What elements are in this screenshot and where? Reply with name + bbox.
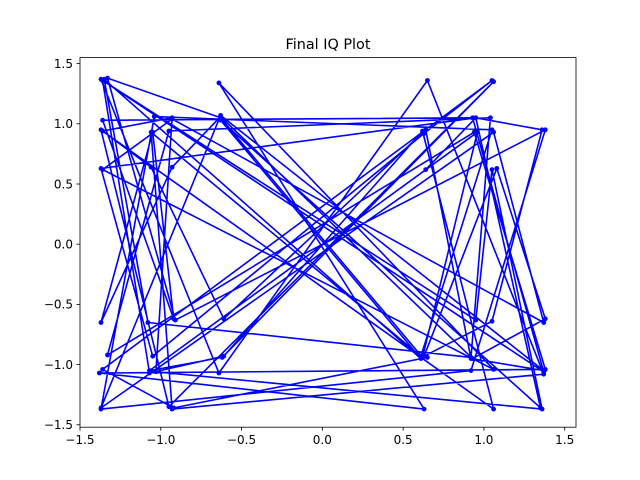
iq-point: [418, 356, 424, 361]
iq-point: [494, 166, 500, 171]
iq-point: [489, 318, 495, 324]
x-tick-label: −0.5: [227, 433, 256, 447]
iq-point: [153, 369, 159, 375]
iq-point: [147, 368, 152, 373]
iq-point: [468, 368, 474, 373]
axes-frame: [79, 57, 577, 428]
iq-point: [471, 129, 477, 135]
iq-point: [97, 370, 102, 376]
iq-point: [423, 167, 429, 173]
iq-point: [172, 317, 178, 323]
iq-point: [169, 164, 175, 170]
iq-point: [425, 355, 430, 360]
iq-point: [542, 127, 548, 133]
y-axis: −1.5 −1.0 −0.5 0.0 0.5 1.0 1.5: [44, 57, 80, 432]
iq-point: [98, 405, 104, 411]
iq-point: [151, 114, 157, 119]
iq-point: [491, 129, 496, 135]
iq-point: [105, 352, 110, 358]
y-tick-label: −0.5: [44, 298, 73, 312]
x-tick-label: −1.0: [146, 433, 175, 447]
iq-point: [150, 353, 156, 359]
y-tick-label: 1.5: [54, 57, 73, 71]
iq-point: [491, 367, 496, 372]
iq-point: [166, 404, 172, 410]
iq-point: [98, 320, 104, 325]
iq-point: [100, 117, 105, 123]
x-tick-label: 1.0: [474, 433, 493, 447]
y-tick-label: 1.0: [54, 117, 73, 131]
x-axis: −1.5 −1.0 −0.5 0.0 0.5 1.0 1.5: [65, 427, 574, 447]
iq-point: [421, 131, 427, 136]
iq-point: [538, 405, 543, 411]
x-tick-label: −1.5: [65, 433, 94, 447]
chart-title: Final IQ Plot: [285, 37, 370, 53]
iq-point: [425, 78, 430, 83]
iq-point: [541, 371, 547, 377]
x-tick-label: 1.5: [555, 433, 574, 447]
iq-point: [219, 355, 225, 360]
iq-point: [542, 367, 548, 372]
iq-point: [98, 166, 104, 171]
x-tick-label: 0.0: [313, 433, 332, 447]
iq-point: [541, 320, 547, 325]
iq-point: [171, 405, 177, 411]
plot-area: [97, 75, 548, 412]
iq-point: [98, 127, 104, 133]
iq-point: [218, 117, 224, 123]
iq-point: [216, 80, 222, 86]
iq-trace-line: [98, 77, 547, 410]
y-tick-label: −1.5: [44, 418, 73, 432]
iq-point: [218, 113, 224, 118]
iq-point: [489, 167, 495, 173]
iq-point: [101, 76, 107, 82]
y-tick-label: −1.0: [44, 358, 73, 372]
iq-point: [221, 316, 227, 322]
iq-point: [488, 115, 493, 121]
iq-point: [423, 127, 429, 133]
x-tick-label: 0.5: [394, 433, 413, 447]
iq-point: [166, 128, 172, 134]
iq-point: [542, 316, 548, 322]
iq-point: [148, 129, 154, 135]
iq-point: [489, 78, 495, 83]
iq-point: [473, 115, 479, 121]
iq-point: [216, 370, 222, 376]
y-tick-label: 0.0: [54, 238, 73, 252]
iq-point: [145, 320, 151, 325]
iq-point: [421, 406, 427, 412]
iq-point: [100, 367, 105, 372]
iq-point: [148, 164, 154, 170]
iq-point: [468, 355, 474, 360]
iq-point: [491, 406, 496, 412]
y-tick-label: 0.5: [54, 177, 73, 191]
iq-point: [473, 317, 479, 323]
iq-point: [169, 116, 175, 122]
